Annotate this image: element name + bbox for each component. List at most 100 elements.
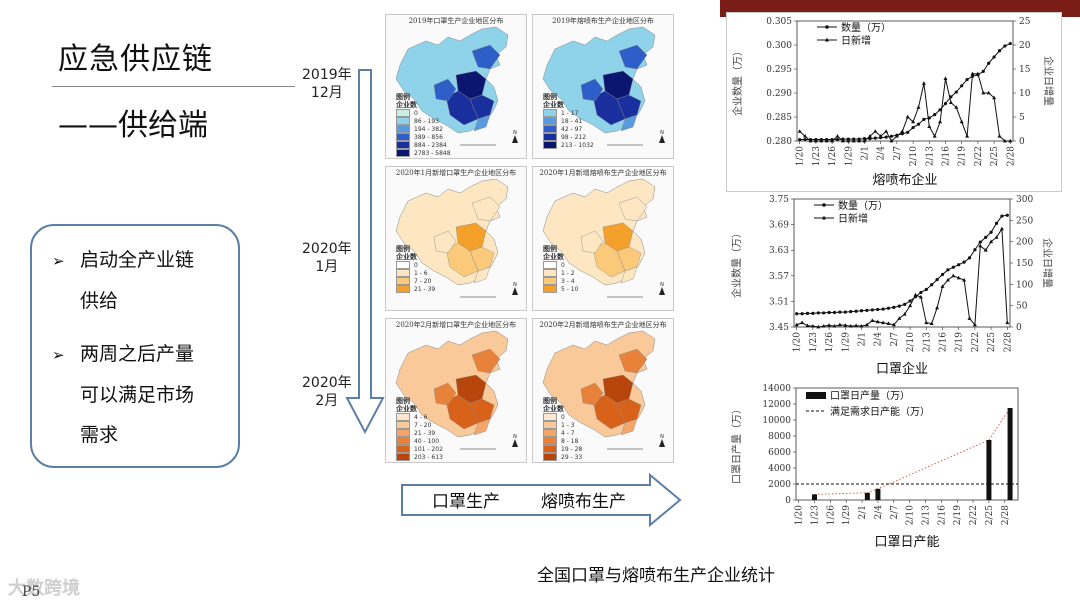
data-point (989, 239, 994, 244)
data-point (943, 76, 948, 80)
data-point (900, 132, 904, 136)
y-tick-label-left: 3.57 (769, 272, 789, 282)
x-tick-label: 2/4 (877, 146, 887, 161)
x-tick-label: 1/23 (811, 505, 821, 525)
data-point (805, 323, 810, 328)
y-tick-label: 12000 (762, 400, 791, 410)
arrow-label-meltblown: 熔喷布生产 (541, 492, 626, 512)
svg-text:N: N (513, 434, 517, 440)
data-point (948, 100, 953, 104)
x-tick-label: 2/1 (858, 332, 868, 346)
data-point (916, 105, 921, 109)
legend-row: 4 - 6 (396, 413, 443, 421)
data-point (908, 303, 913, 308)
data-point (851, 138, 856, 143)
legend-swatch (543, 437, 557, 445)
data-point (935, 305, 940, 310)
legend-row: 29 - 33 (543, 453, 582, 461)
slide-title: 应急供应链 (58, 42, 213, 77)
arrow-bullet-icon: ➢ (52, 252, 65, 270)
legend-row: 42 - 97 (543, 125, 594, 133)
legend-row: 0 (543, 261, 578, 269)
data-point (922, 117, 926, 121)
data-point (810, 323, 815, 328)
data-point (960, 84, 964, 88)
bar (986, 440, 992, 500)
x-tick-label: 2/13 (922, 505, 932, 525)
data-point (897, 316, 902, 320)
map-title: 2020年1月新增熔喷布生产企业地区分布 (539, 169, 667, 177)
data-point (987, 61, 991, 65)
legend-row: 194 - 382 (396, 125, 451, 133)
y-tick-label-right: 150 (1016, 259, 1033, 269)
data-point (918, 294, 923, 299)
data-point (848, 323, 853, 328)
legend-label: 5 - 10 (561, 285, 579, 293)
x-tick-label: 1/26 (826, 505, 836, 525)
x-tick-label: 2/13 (925, 146, 935, 166)
legend-row: 0 (543, 413, 582, 421)
arrow-label-mask: 口罩生产 (432, 492, 500, 512)
data-point (1005, 213, 1009, 217)
data-point (827, 323, 832, 327)
data-point (938, 108, 942, 112)
legend-swatch (396, 117, 410, 125)
data-point (889, 134, 894, 138)
data-point (938, 119, 943, 124)
data-point (927, 124, 932, 128)
data-point (854, 309, 858, 313)
y-tick-label-right: 300 (1016, 195, 1033, 205)
production-right-arrow (401, 473, 682, 527)
data-point (992, 55, 996, 59)
y-tick-label-right: 250 (1016, 216, 1033, 226)
mask-company-chart: 3.45 3.51 3.57 3.63 3.69 3.75 0 50 100 150 200 250 3… (730, 195, 1054, 377)
bullet-item-1: ➢ 启动全产业链 供给 (52, 240, 194, 321)
legend-swatch (396, 269, 410, 277)
data-point (954, 105, 959, 109)
legend-swatch (396, 109, 410, 117)
legend-swatch (543, 421, 557, 429)
data-point (908, 299, 912, 303)
x-tick-label: 2/28 (1006, 146, 1016, 166)
data-point (816, 311, 820, 315)
y-axis-title-right: 企业日增量 (1041, 238, 1054, 288)
legend-row: 213 - 1032 (543, 141, 594, 149)
legend-swatch (396, 429, 410, 437)
trend-line (814, 407, 1011, 495)
data-point (794, 322, 799, 327)
x-tick-label: 1/23 (809, 332, 819, 352)
svg-text:N: N (660, 434, 664, 440)
data-point (832, 323, 837, 328)
data-point (821, 323, 826, 328)
x-tick-label: 2/19 (955, 332, 965, 352)
legend-label: 0 (414, 109, 418, 117)
legend-swatch (543, 285, 557, 293)
data-point (992, 95, 997, 100)
legend-label: 42 - 97 (561, 125, 583, 133)
x-tick-label: 2/7 (890, 505, 900, 520)
data-point (940, 272, 945, 277)
data-point (862, 138, 867, 143)
x-axis-title: 熔喷布企业 (872, 172, 937, 188)
legend-row: 21 - 39 (396, 429, 443, 437)
x-tick-label: 2/13 (922, 332, 932, 352)
data-point (954, 90, 958, 94)
data-point (962, 277, 967, 282)
y-tick-label-left: 0.290 (766, 89, 792, 99)
x-tick-label: 1/20 (793, 332, 803, 352)
plot-area (795, 387, 1019, 501)
data-point (808, 138, 813, 143)
x-tick-label: 2/22 (971, 332, 981, 352)
data-point (911, 119, 916, 124)
plot-area (796, 20, 1014, 142)
data-point (935, 278, 939, 282)
map-title: 2019年口罩生产企业地区分布 (408, 17, 504, 25)
bar (864, 492, 870, 500)
data-point (978, 240, 982, 244)
data-point (924, 287, 928, 292)
data-point (875, 319, 880, 324)
data-point (919, 290, 923, 295)
